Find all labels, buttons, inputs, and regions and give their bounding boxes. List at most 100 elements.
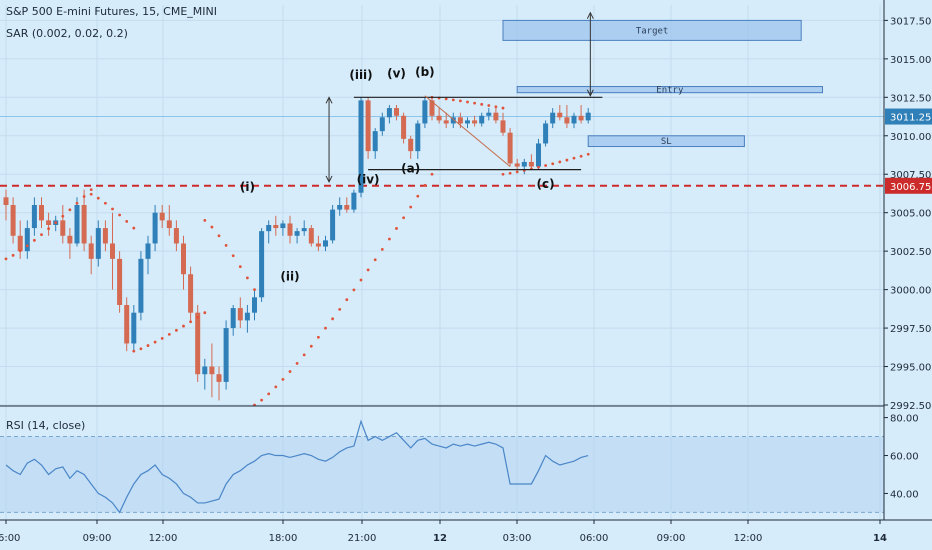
- sar-dot: [125, 220, 129, 223]
- sar-dot: [551, 162, 555, 166]
- candle-body: [429, 100, 435, 116]
- sar-dot: [402, 216, 405, 220]
- sar-dot: [89, 188, 93, 192]
- sar-dot: [224, 244, 228, 247]
- rsi-tick-label: 40.00: [890, 489, 919, 500]
- zone-entry[interactable]: [516, 86, 823, 94]
- sar-dot: [203, 218, 207, 222]
- candle-body: [301, 228, 307, 232]
- candles: [3, 97, 591, 401]
- sar-dot: [423, 183, 427, 187]
- candle-body: [571, 115, 577, 124]
- sar-dot: [501, 106, 505, 110]
- candle-body: [401, 115, 407, 139]
- sar-dot: [111, 207, 114, 211]
- zone-sl[interactable]: [587, 135, 745, 148]
- candle-body: [436, 115, 442, 121]
- current-price-tag: 3011.25: [890, 113, 931, 124]
- sar-dot: [253, 288, 256, 292]
- zone-target[interactable]: [502, 19, 802, 41]
- sar-dot: [395, 227, 398, 230]
- sar-dot: [459, 99, 462, 103]
- sar-dot: [274, 385, 278, 389]
- sar-dot: [380, 248, 384, 251]
- sar-dot: [33, 238, 36, 242]
- candle-body: [181, 243, 186, 275]
- sar-dot: [352, 288, 356, 292]
- candle-body: [3, 197, 9, 205]
- sar-dot: [82, 195, 86, 198]
- sar-dot: [338, 307, 342, 311]
- candle-body: [31, 205, 37, 229]
- sar-dot: [47, 227, 50, 231]
- wave-label: (v): [387, 66, 406, 80]
- candle-body: [209, 366, 215, 375]
- candle-body: [159, 212, 165, 221]
- candle-body: [195, 312, 201, 375]
- candle-body: [266, 225, 272, 232]
- rsi-tick-label: 80.00: [890, 414, 919, 425]
- rsi-band: [0, 436, 884, 513]
- price-tick-label: 3000.00: [890, 286, 931, 297]
- rsi-pane: [0, 405, 932, 514]
- candle-body: [507, 132, 513, 164]
- drawings: [325, 11, 603, 184]
- sar-dot: [189, 320, 193, 324]
- measure-arrow-down: [325, 175, 333, 184]
- sar-dot: [558, 160, 562, 164]
- candle-body: [528, 161, 534, 167]
- target-arrow-up: [586, 11, 594, 19]
- sar-dot: [579, 154, 583, 158]
- wave-label: (i): [240, 180, 255, 194]
- price-tick-label: 3005.00: [890, 209, 931, 220]
- candle-body: [337, 205, 343, 210]
- candle-body: [465, 120, 470, 124]
- price-levels: [0, 116, 884, 187]
- sar-dot: [210, 225, 214, 229]
- time-tick-label: 12:00: [734, 533, 763, 544]
- candle-body: [450, 117, 456, 124]
- sar-dot: [132, 226, 136, 230]
- candle-body: [81, 205, 87, 244]
- current-price-tag-bg: [885, 108, 932, 125]
- price-tick-label: 2995.00: [890, 363, 931, 374]
- sar-dot: [203, 311, 207, 315]
- price-tick-label: 3017.50: [890, 16, 931, 27]
- sar-dot: [565, 158, 569, 162]
- candle-body: [244, 312, 250, 321]
- sar-dot: [25, 244, 29, 248]
- sar-dot: [139, 347, 143, 351]
- sar-dot: [11, 253, 15, 257]
- candle-body: [394, 108, 399, 116]
- candle-body: [60, 220, 66, 236]
- sar-dot: [508, 171, 512, 175]
- time-tick-label: 09:00: [83, 533, 112, 544]
- sar-dot: [68, 208, 72, 212]
- sar-dot: [96, 196, 100, 200]
- candle-body: [386, 108, 392, 118]
- sar-dot: [196, 315, 200, 319]
- sar-dot: [324, 326, 327, 330]
- candle-body: [173, 228, 179, 244]
- level-price-tag-bg: [885, 177, 932, 194]
- sar-dot: [132, 349, 136, 353]
- time-tick-label: 12:00: [149, 533, 178, 544]
- candle-body: [259, 231, 265, 298]
- sar-dot: [18, 249, 22, 253]
- candle-body: [102, 228, 108, 244]
- sar-dot: [61, 214, 65, 218]
- candle-body: [330, 209, 336, 241]
- candle-body: [472, 120, 478, 124]
- wave-label: (b): [415, 65, 435, 79]
- sar-dot: [54, 221, 58, 224]
- candle-body: [422, 100, 428, 124]
- candle-body: [344, 205, 350, 210]
- sar-dot: [444, 97, 448, 101]
- candle-body: [237, 308, 243, 321]
- trade-zones[interactable]: Target Entry SL: [502, 19, 823, 148]
- price-axis-bg: [884, 0, 932, 550]
- sar-dot: [4, 257, 8, 261]
- candle-body: [138, 258, 144, 313]
